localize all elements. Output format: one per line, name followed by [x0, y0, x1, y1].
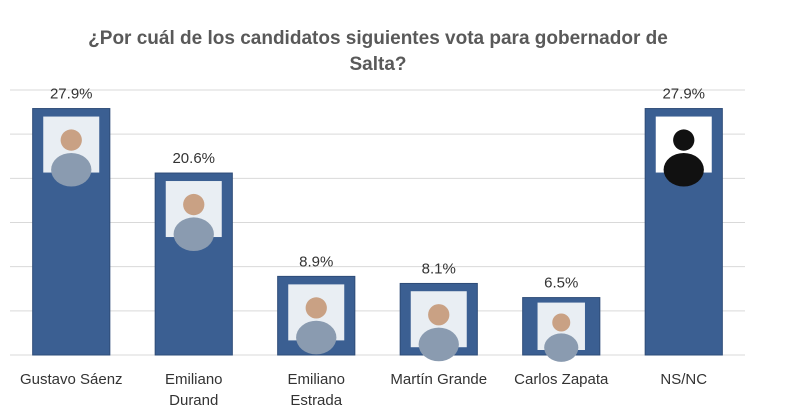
candidate-photo — [43, 116, 100, 187]
value-label: 20.6% — [172, 150, 215, 167]
photo-body — [173, 217, 214, 252]
candidate-photo — [655, 116, 712, 187]
photo-body — [418, 327, 459, 362]
value-label: 6.5% — [544, 275, 578, 292]
photo-body — [296, 320, 337, 355]
photo-head — [60, 129, 82, 151]
x-tick-label: Carlos Zapata — [514, 371, 609, 388]
photo-body — [544, 333, 579, 362]
photo-head — [552, 313, 571, 332]
photo-head — [673, 129, 695, 151]
x-tick-label: NS/NC — [660, 371, 708, 388]
photo-body — [663, 152, 704, 187]
candidate-photo — [165, 181, 222, 252]
x-tick-label: Martín Grande — [390, 371, 488, 388]
photo-head — [428, 304, 450, 326]
photo-head — [183, 193, 205, 216]
value-label: 27.9% — [50, 86, 93, 103]
x-tick-label: Gustavo Sáenz — [19, 371, 123, 388]
x-tick-label: Emiliano Estrada — [287, 371, 346, 409]
value-label: 8.9% — [299, 253, 333, 270]
candidate-photo — [288, 284, 345, 355]
chart-title: ¿Por cuál de los candidatos siguientes v… — [88, 28, 668, 75]
candidate-photo — [537, 302, 585, 362]
value-label: 8.1% — [422, 260, 456, 277]
x-tick-label: Emiliano Durand — [164, 371, 223, 409]
candidate-photo — [410, 291, 467, 362]
photo-body — [51, 152, 92, 187]
photo-head — [305, 297, 327, 319]
value-label: 27.9% — [662, 86, 705, 103]
